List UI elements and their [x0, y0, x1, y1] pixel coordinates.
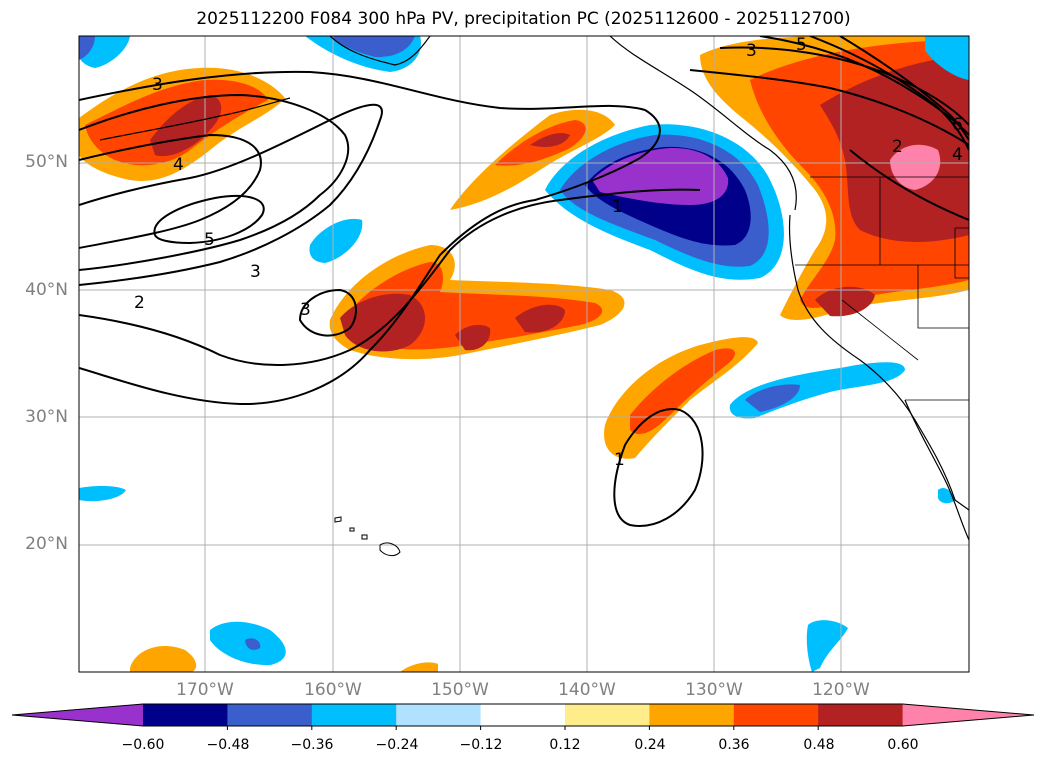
- colorbar-tick-label: 0.24: [634, 737, 666, 753]
- pv-contour-line: [759, 36, 969, 136]
- contour-label: 4: [952, 145, 963, 165]
- map-frame: [78, 35, 970, 673]
- hawaii-island: [334, 516, 368, 540]
- aleutian-islands: [99, 97, 291, 141]
- coastlines: [99, 36, 969, 557]
- gridlines: [79, 36, 969, 672]
- pv-contour-line: [153, 194, 265, 245]
- precip-negative-area: [925, 36, 969, 80]
- contour-label: 6: [952, 115, 963, 135]
- map-title: 2025112200 F084 300 hPa PV, precipitatio…: [196, 9, 851, 29]
- precip-negative-area: [79, 36, 95, 60]
- colorbar-extend-high: [902, 704, 1034, 726]
- pv-contour-line: [809, 36, 969, 151]
- precip-negative-area: [745, 384, 800, 412]
- pv-contours: [79, 36, 969, 527]
- colorbar-extend-low: [12, 704, 143, 726]
- lon-label-140w: 140°W: [558, 680, 616, 700]
- colorbar-tick-label: −0.24: [375, 737, 419, 753]
- precip-positive-area: [890, 144, 941, 190]
- contour-label: 2: [134, 293, 145, 313]
- contour-label: 2: [892, 137, 903, 157]
- lon-label-120w: 120°W: [812, 680, 870, 700]
- colorbar-tick-label: −0.12: [459, 737, 503, 753]
- contour-label: 3: [250, 262, 261, 282]
- lat-label-30n: 30°N: [25, 407, 68, 427]
- contour-label: 4: [173, 155, 184, 175]
- lon-label-160w: 160°W: [304, 680, 362, 700]
- precip-negative-area: [79, 485, 126, 502]
- lon-label-130w: 130°W: [685, 680, 743, 700]
- pv-contour-line: [79, 70, 661, 406]
- pv-contour-line: [79, 103, 383, 286]
- contour-label: 3: [746, 41, 757, 61]
- baja-coast: [904, 399, 969, 541]
- lat-label-50n: 50°N: [25, 152, 68, 172]
- precip-positive-area: [130, 646, 197, 672]
- colorbar-tick-label: 0.12: [549, 737, 581, 753]
- contour-label: 5: [796, 35, 807, 55]
- precip-negative-area: [245, 638, 261, 650]
- precip-positive-area: [815, 286, 875, 317]
- pv-contour-line: [613, 408, 704, 527]
- pv-contour-line: [79, 133, 262, 249]
- colorbar-tick-label: −0.36: [290, 737, 334, 753]
- precip-negative-area: [309, 218, 363, 263]
- colorbar-segment: [818, 704, 904, 726]
- pv-contour-line: [849, 149, 969, 221]
- colorbar-tick-label: 0.36: [718, 737, 750, 753]
- colorbar-segment: [227, 704, 313, 726]
- pv-contour-line: [839, 36, 969, 141]
- colorbar-segment: [565, 704, 650, 726]
- lat-label-20n: 20°N: [25, 534, 68, 554]
- precip-positive-area: [530, 133, 570, 147]
- colorbar-tick-label: 0.48: [803, 737, 835, 753]
- precip-positive-area: [515, 304, 565, 333]
- pv-contour-labels: 3 4 5 3 2 3 1 1 3 5 2 4 6: [134, 35, 963, 470]
- canada-coast: [609, 36, 797, 211]
- us-west-coast: [788, 214, 969, 511]
- colorbar-segment: [143, 704, 228, 726]
- colorbar-segment: [396, 704, 482, 726]
- colorbar-segment: [311, 704, 397, 726]
- contour-label: 3: [152, 75, 163, 95]
- colorbar-outline: [11, 703, 1035, 727]
- colorbar-tick-label: −0.48: [206, 737, 250, 753]
- pv-contour-line: [719, 46, 969, 126]
- precip-positive-area: [400, 662, 438, 672]
- lat-label-40n: 40°N: [25, 280, 68, 300]
- colorbar-segment: [649, 704, 735, 726]
- colorbar-segment: [480, 704, 566, 726]
- contour-label: 1: [612, 197, 623, 217]
- pv-contour-line: [689, 69, 969, 146]
- precip-negative-area: [938, 488, 955, 504]
- contour-label: 5: [204, 230, 215, 250]
- pv-contour-line: [298, 288, 357, 337]
- pv-contour-line: [79, 93, 350, 271]
- lon-label-170w: 170°W: [176, 680, 234, 700]
- hawaii-island: [379, 542, 401, 557]
- precip-negative-area: [806, 620, 848, 672]
- state-border: [841, 299, 919, 361]
- colorbar-segment: [733, 704, 819, 726]
- state-border: [917, 265, 969, 329]
- colorbar-tick-label: −0.60: [121, 737, 165, 753]
- contour-label: 1: [614, 450, 625, 470]
- colorbar-tick-label: 0.60: [887, 737, 919, 753]
- alaska-coast: [329, 36, 431, 66]
- lon-label-150w: 150°W: [431, 680, 489, 700]
- pv-contour-line: [79, 188, 701, 366]
- state-border: [954, 227, 969, 279]
- precip-positive-area: [455, 324, 491, 351]
- contour-label: 3: [300, 300, 311, 320]
- precip-negative-area: [330, 36, 415, 58]
